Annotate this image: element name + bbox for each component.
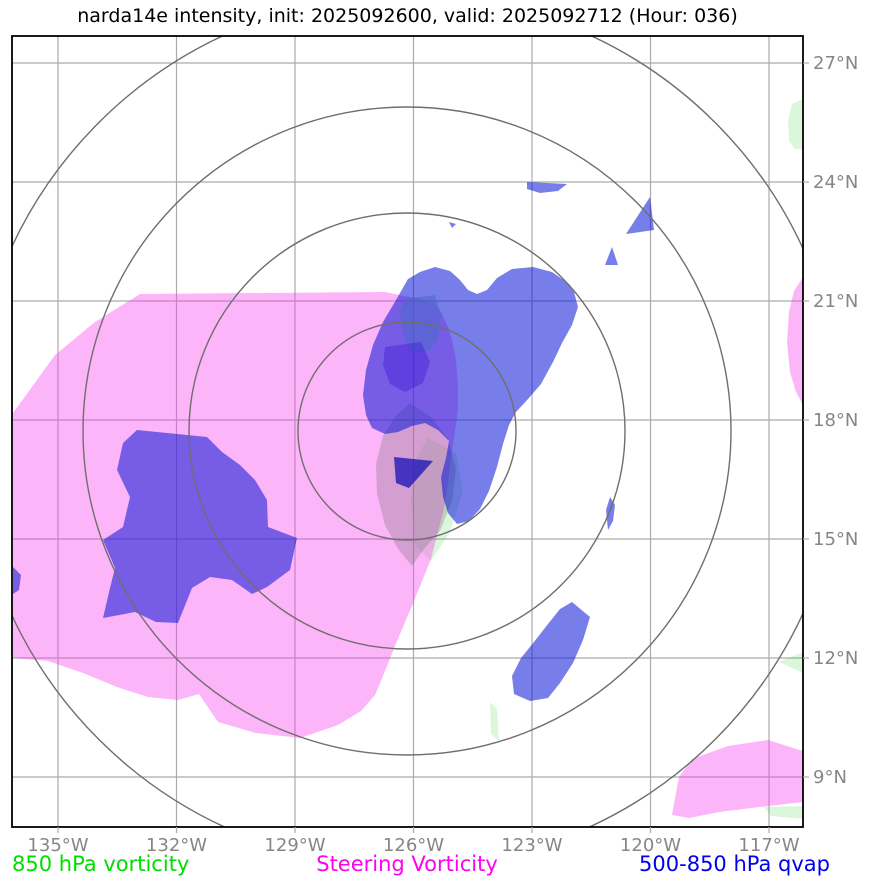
x-axis: 135°W 132°W 129°W 126°W 123°W 120°W 117°W <box>27 827 800 856</box>
y-axis: 27°N 24°N 21°N 18°N 15°N 12°N 9°N <box>803 53 858 788</box>
qvap-inner-violet-polygon <box>383 342 430 392</box>
range-rings <box>12 36 803 827</box>
green-850hPa-vorticity-polygon <box>788 99 803 149</box>
x-tick-label: 132°W <box>146 835 207 856</box>
qvap-core-navy-polygon <box>394 457 433 488</box>
legend: 850 hPa vorticity Steering Vorticity 500… <box>0 852 873 882</box>
blue-500-850-qvap-polygon <box>606 497 615 530</box>
magenta-steering-vorticity-polygon <box>787 277 803 407</box>
gray-overlay-layer <box>376 403 456 566</box>
y-tick-label: 27°N <box>813 53 858 74</box>
y-tick-label: 15°N <box>813 529 858 550</box>
blue-500-850-qvap-polygon <box>13 567 21 594</box>
blue-500-850-qvap-polygon <box>527 182 567 193</box>
x-tick-label: 129°W <box>264 835 325 856</box>
green-850hPa-vorticity-polygon <box>779 652 803 673</box>
plot-border <box>11 35 804 828</box>
x-tick-label: 126°W <box>383 835 444 856</box>
magenta-steering-vorticity-polygon <box>672 740 803 818</box>
plot-layers <box>12 36 803 827</box>
legend-500-850-qvap: 500-850 hPa qvap <box>639 852 830 876</box>
page-title: narda14e intensity, init: 2025092600, va… <box>77 5 738 27</box>
blue-500-850-qvap-polygon <box>449 222 456 228</box>
range-ring <box>82 106 732 756</box>
blue-500-850-qvap-polygon <box>512 602 590 701</box>
x-tick-label: 120°W <box>620 835 681 856</box>
qvap-inner-violet-layer <box>383 342 430 392</box>
blue-500-850-qvap-polygon <box>103 430 297 623</box>
green-850hPa-vorticity-polygon <box>490 702 499 741</box>
x-tick-label: 135°W <box>27 835 88 856</box>
green-850hPa-vorticity-polygon <box>764 806 803 819</box>
gray-overlay-polygon <box>376 403 456 566</box>
y-tick-label: 24°N <box>813 172 858 193</box>
range-ring <box>297 321 517 541</box>
legend-850hpa-vorticity: 850 hPa vorticity <box>12 852 190 876</box>
blue-500-850-qvap-polygon <box>605 247 618 265</box>
y-tick-label: 9°N <box>813 767 847 788</box>
legend-steering-vorticity: Steering Vorticity <box>316 852 498 876</box>
y-tick-label: 12°N <box>813 648 858 669</box>
y-tick-label: 18°N <box>813 410 858 431</box>
x-tick-label: 117°W <box>738 835 799 856</box>
range-ring <box>188 212 626 650</box>
x-tick-label: 123°W <box>501 835 562 856</box>
blue-500-850-qvap-polygon <box>626 197 654 234</box>
qvap-core-navy-layer <box>394 457 433 488</box>
y-tick-label: 21°N <box>813 291 858 312</box>
